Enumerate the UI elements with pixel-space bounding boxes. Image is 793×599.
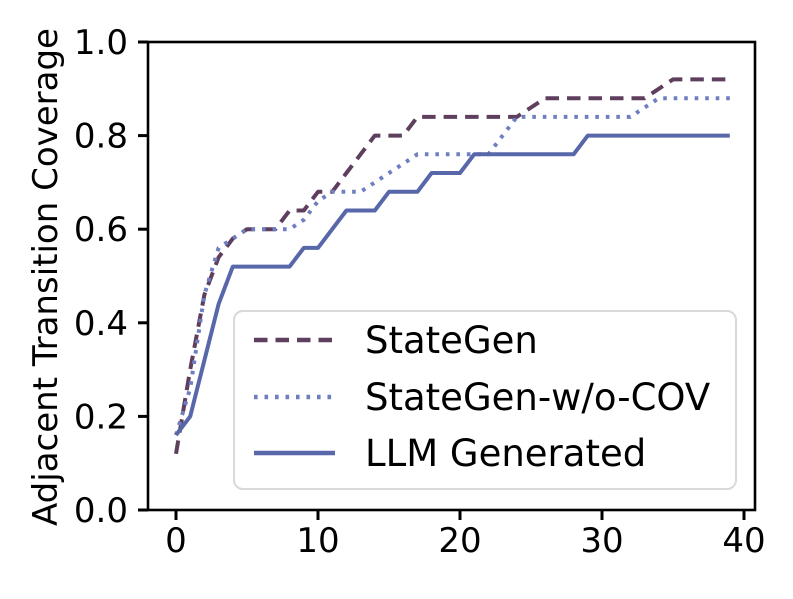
y-axis-label: Adjacent Transition Coverage <box>26 28 66 526</box>
y-tick-label: 0.2 <box>74 397 128 437</box>
y-tick-label: 0.0 <box>74 491 128 531</box>
legend-item-llm-generated: LLM Generated <box>254 433 646 473</box>
series-line-llm-generated <box>174 133 730 437</box>
legend-item-stategen-wo-cov: StateGen-w/o-COV <box>254 377 710 417</box>
series-line-stategen <box>174 77 730 455</box>
legend-item-stategen: StateGen <box>254 320 538 360</box>
x-tick-label: 20 <box>438 521 481 561</box>
legend-label-llm-generated: LLM Generated <box>365 431 647 475</box>
legend-box: StateGen StateGen-w/o-COV LLM Generated <box>233 310 737 490</box>
y-tick-label: 0.4 <box>74 304 128 344</box>
x-tick-label: 30 <box>580 521 623 561</box>
axes-frame <box>146 40 757 512</box>
legend-label-stategen: StateGen <box>365 318 538 362</box>
y-tick-label: 1.0 <box>74 23 128 63</box>
x-tick-label: 10 <box>296 521 339 561</box>
y-tick-label: 0.6 <box>74 210 128 250</box>
x-tick-label: 40 <box>722 521 765 561</box>
x-tick-label: 0 <box>165 521 187 561</box>
stategen-wo-cov-dotted-line-sample <box>254 394 335 400</box>
y-tick-label: 0.8 <box>74 117 128 157</box>
llm-generated-solid-line-sample <box>254 450 335 456</box>
series-line-stategen-w-o-cov <box>174 96 730 436</box>
legend-label-stategen-wo-cov: StateGen-w/o-COV <box>365 375 711 419</box>
stategen-dashed-line-sample <box>254 337 335 343</box>
